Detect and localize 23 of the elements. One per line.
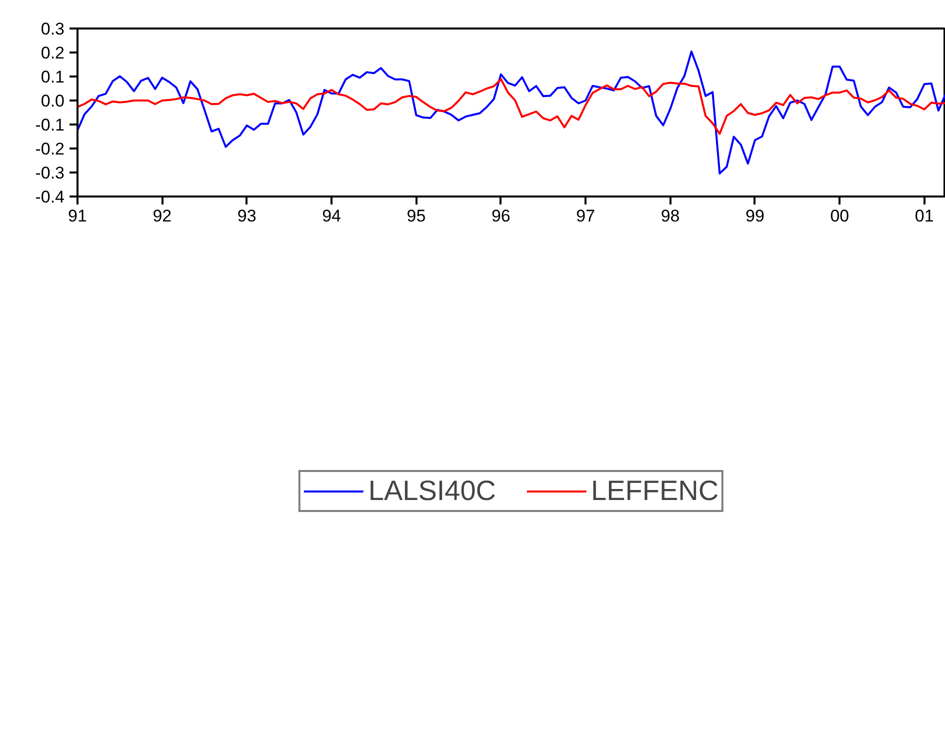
y-tick-label: -0.1 (35, 116, 65, 134)
line-series (78, 50, 945, 174)
x-tick-label: 00 (830, 206, 850, 226)
y-tick-label: -0.3 (35, 164, 65, 182)
y-tick-label: 0.0 (40, 92, 65, 110)
x-tick-label: 94 (322, 206, 342, 226)
x-tick-label: 95 (406, 206, 426, 226)
x-tick-label: 93 (237, 206, 256, 226)
x-tick-label: 97 (576, 206, 596, 226)
x-tick-label: 99 (746, 206, 764, 226)
x-tick-label: 91 (68, 206, 87, 226)
line-series (78, 78, 945, 135)
y-tick-label: 0.2 (40, 44, 65, 62)
y-tick-label: -0.4 (35, 188, 65, 206)
x-tick-label: 92 (152, 206, 172, 226)
y-tick-label: 0.1 (40, 68, 65, 86)
y-tick-label: -0.2 (35, 140, 65, 158)
legend-label: LEFFENC (591, 475, 719, 507)
x-tick-label: 96 (491, 206, 510, 226)
x-tick-label: 01 (914, 206, 934, 226)
y-tick-label: 0.3 (40, 20, 65, 38)
x-tick-label: 98 (660, 206, 680, 226)
legend-label: LALSI40C (368, 475, 496, 507)
